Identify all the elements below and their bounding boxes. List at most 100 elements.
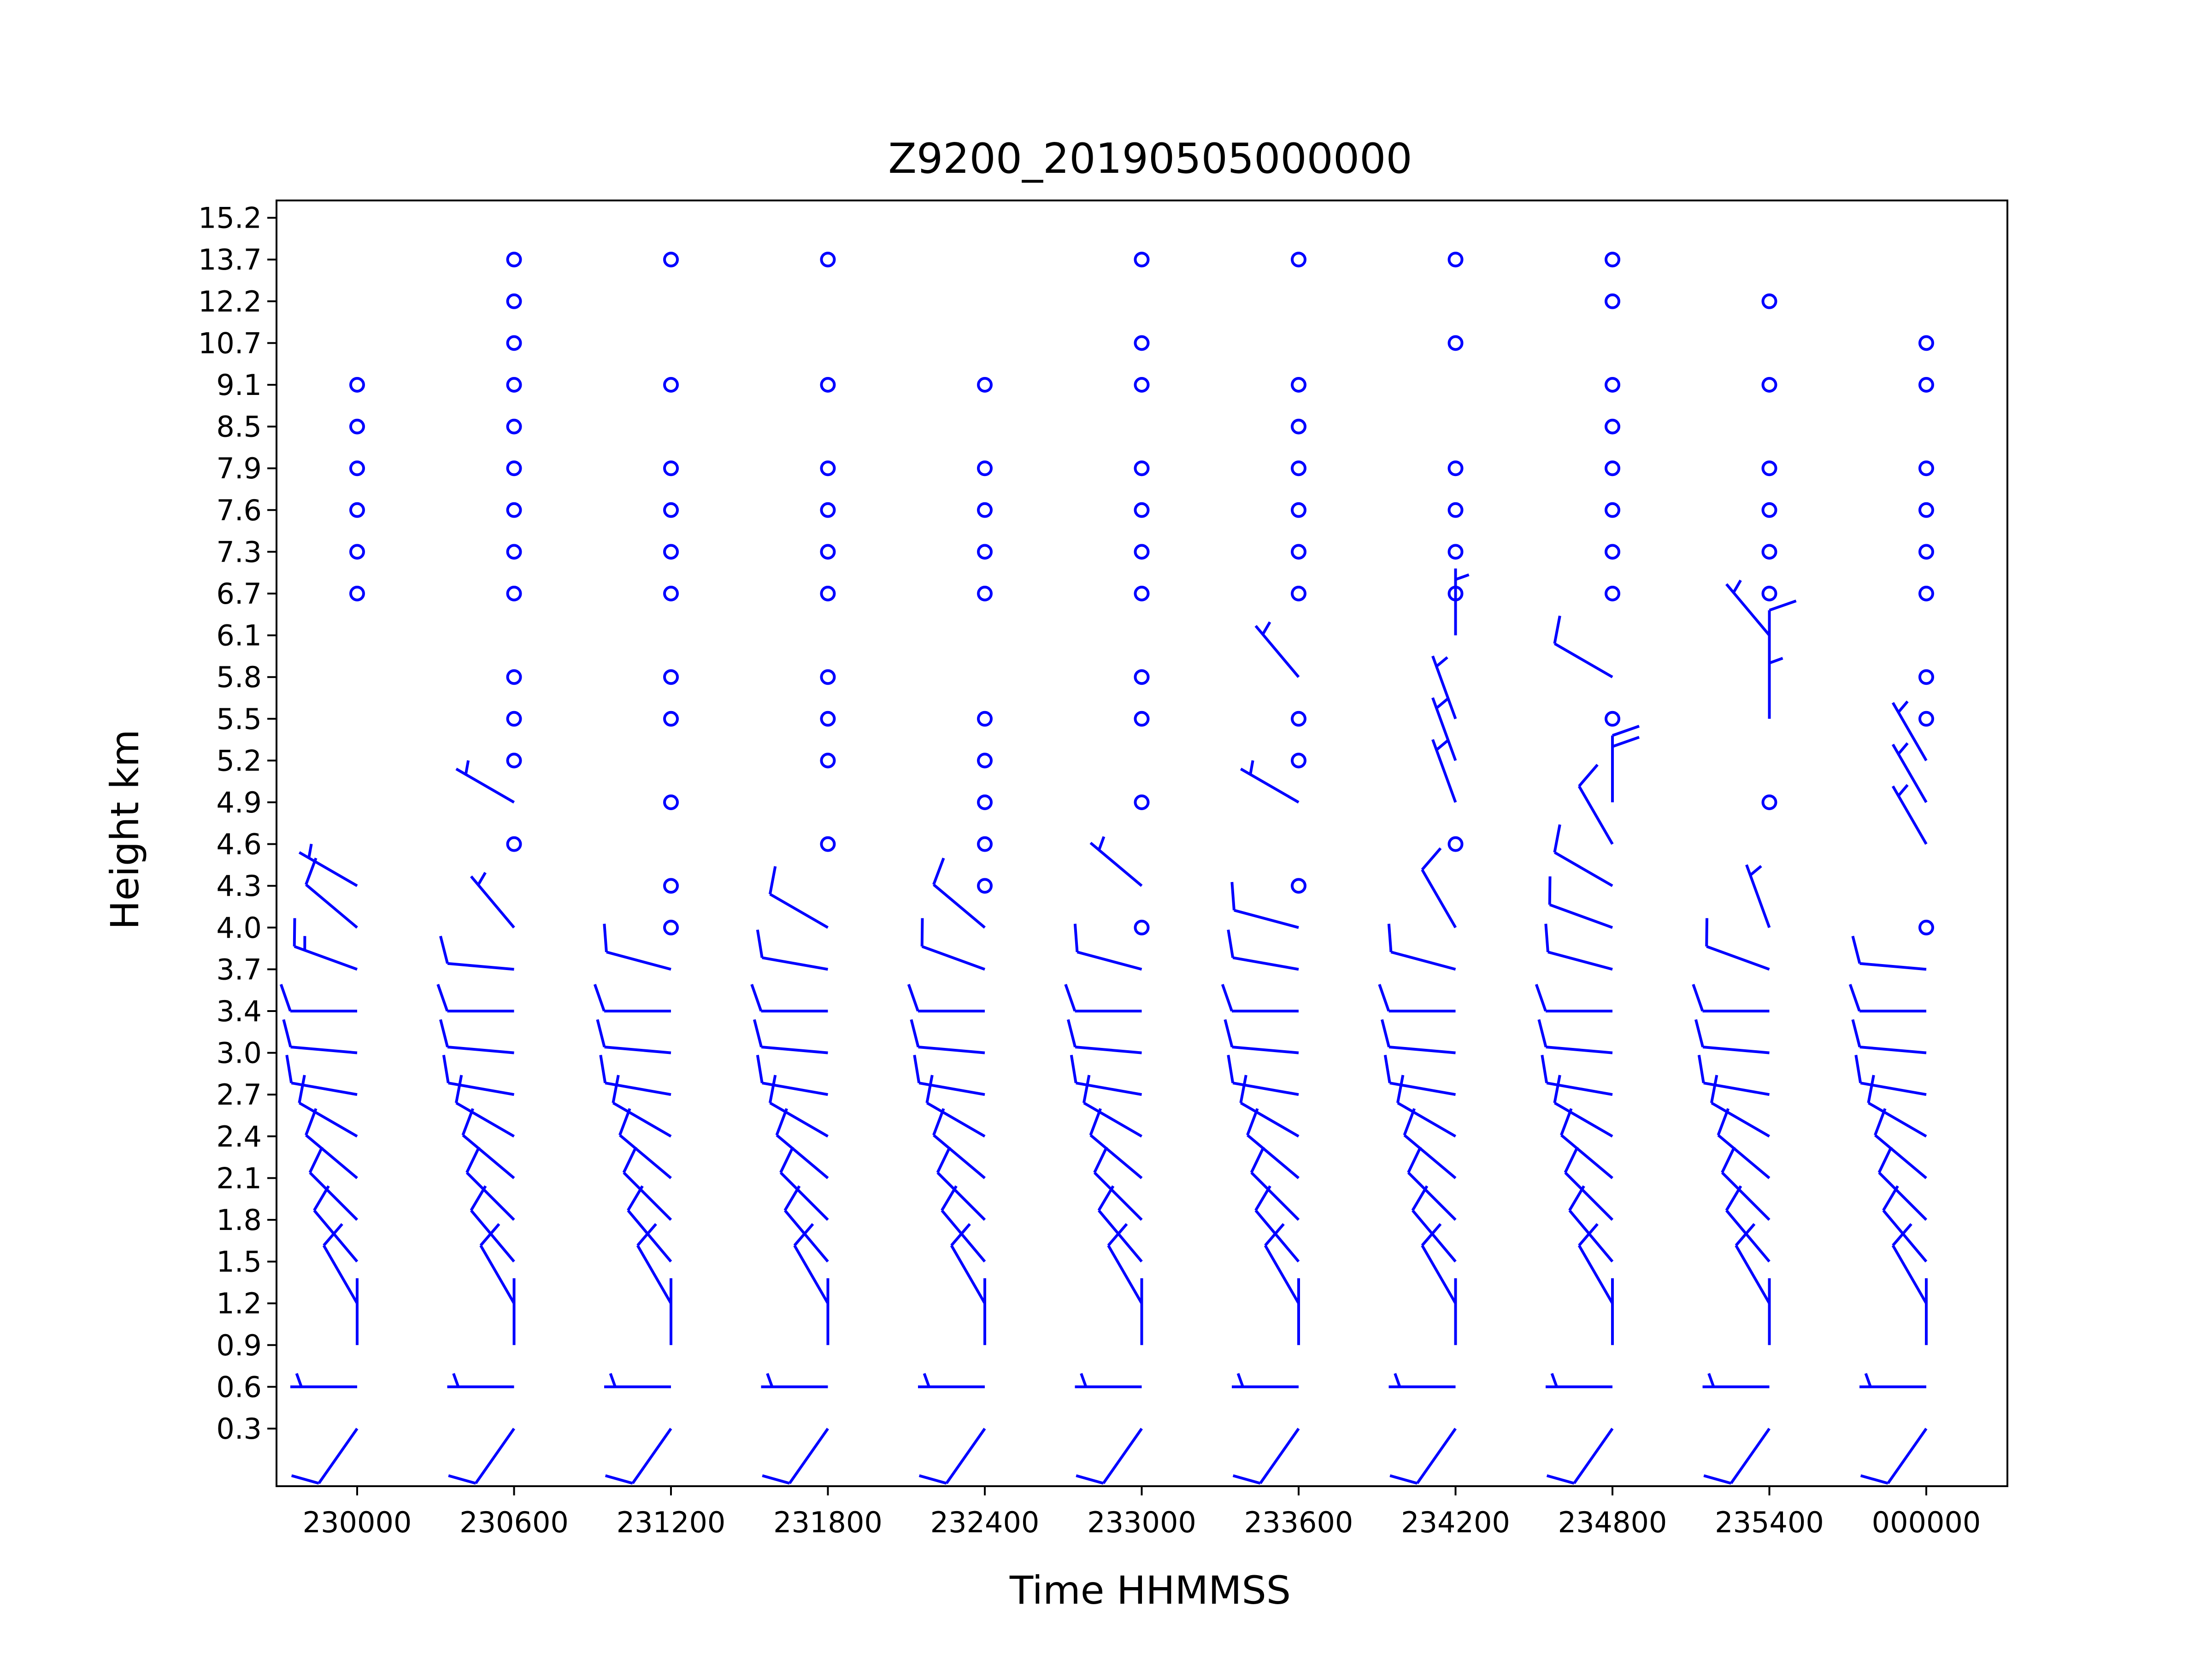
y-tick-label: 4.6 xyxy=(216,828,262,861)
wind-barb xyxy=(950,1223,986,1304)
wind-barb xyxy=(436,984,514,1012)
calm-circle xyxy=(1447,252,1464,268)
calm-circle xyxy=(663,544,679,560)
wind-barb xyxy=(1232,1373,1299,1388)
calm-circle xyxy=(349,586,365,601)
calm-circle xyxy=(506,460,522,477)
calm-circle xyxy=(977,377,993,393)
wind-barb xyxy=(465,1146,515,1221)
wind-barb xyxy=(1537,1019,1613,1054)
calm-circle xyxy=(506,544,522,560)
wind-barb xyxy=(1396,1075,1457,1138)
wind-barb xyxy=(1380,1019,1456,1054)
wind-barb xyxy=(925,1075,986,1138)
wind-barb xyxy=(1431,697,1457,761)
wind-barb xyxy=(603,924,671,971)
wind-barb xyxy=(1230,882,1299,929)
calm-circle xyxy=(1291,377,1306,393)
wind-barb xyxy=(1066,1019,1142,1054)
wind-barb xyxy=(1421,847,1457,929)
wind-barb xyxy=(1093,1146,1143,1221)
wind-barb xyxy=(1553,824,1613,887)
calm-circle xyxy=(1447,502,1464,518)
x-tick-label: 230600 xyxy=(459,1506,569,1539)
wind-barb xyxy=(779,1146,829,1221)
wind-barb xyxy=(920,918,986,971)
calm-circle xyxy=(1291,878,1306,894)
wind-barb xyxy=(910,1019,985,1054)
y-tick-label: 15.2 xyxy=(198,201,262,235)
wind-barb xyxy=(1703,1428,1771,1485)
y-tick-label: 4.0 xyxy=(216,911,262,945)
wind-barb xyxy=(1387,924,1456,971)
wind-barb xyxy=(605,1428,672,1485)
calm-circle xyxy=(1447,335,1464,351)
calm-circle xyxy=(1291,544,1306,560)
wind-barb xyxy=(1564,1146,1614,1221)
wind-barb xyxy=(596,1019,671,1054)
wind-barb xyxy=(1541,1054,1613,1096)
calm-circle xyxy=(1605,460,1620,477)
wind-barb xyxy=(470,871,515,929)
x-axis-title: Time HHMMSS xyxy=(1009,1568,1291,1613)
calm-circle xyxy=(1918,544,1934,560)
calm-circle xyxy=(1447,544,1464,560)
wind-barb xyxy=(1227,1054,1299,1096)
y-tick-label: 2.1 xyxy=(216,1161,262,1195)
wind-barb xyxy=(1721,1146,1771,1221)
y-tick-label: 4.3 xyxy=(216,869,262,903)
wind-barb xyxy=(762,1428,829,1485)
wind-barb xyxy=(455,760,515,804)
calm-circle xyxy=(1134,794,1150,810)
calm-circle xyxy=(820,586,836,601)
calm-circle xyxy=(1447,460,1464,477)
calm-circle xyxy=(506,836,522,852)
calm-circle xyxy=(1605,711,1620,727)
calm-circle xyxy=(1918,586,1934,601)
wind-barb xyxy=(1254,621,1300,678)
y-tick-label: 9.1 xyxy=(216,368,262,402)
wind-barb xyxy=(753,1019,828,1054)
calm-circle xyxy=(1918,460,1934,477)
calm-circle xyxy=(663,919,679,935)
wind-barb xyxy=(1082,1075,1143,1138)
calm-circle xyxy=(1134,460,1150,477)
calm-circle xyxy=(1605,377,1620,393)
calm-circle xyxy=(506,418,522,435)
wind-barb xyxy=(1546,1428,1614,1485)
wind-barb xyxy=(1264,1223,1300,1304)
wind-barb xyxy=(1577,764,1614,845)
calm-circle xyxy=(1605,293,1620,309)
y-tick-label: 6.7 xyxy=(216,577,262,611)
wind-barb xyxy=(1546,1373,1612,1388)
wind-barb xyxy=(1431,739,1457,803)
wind-barb xyxy=(1227,930,1299,971)
calm-circle xyxy=(1761,794,1777,810)
wind-barb xyxy=(448,1428,515,1485)
calm-circle xyxy=(1291,252,1306,268)
calm-circle xyxy=(977,460,993,477)
y-axis: 0.3 0.6 0.9 1.2 1.5 1.8 2.1 2.4 2.7 3.0 3.4 3.7 4.0 4… xyxy=(198,201,276,1446)
wind-barb xyxy=(1867,1075,1927,1138)
calm-circle xyxy=(977,794,993,810)
y-tick-label: 0.3 xyxy=(216,1412,262,1446)
wind-barb xyxy=(285,1054,358,1096)
wind-barb xyxy=(1891,784,1928,845)
y-tick-label: 5.8 xyxy=(216,660,262,694)
calm-circle xyxy=(506,252,522,268)
y-tick-label: 3.7 xyxy=(216,953,262,986)
calm-circle xyxy=(1761,586,1777,601)
calm-circle xyxy=(1605,502,1620,518)
wind-barb xyxy=(279,984,357,1012)
y-axis-title: Height km xyxy=(102,729,147,930)
wind-barb xyxy=(1535,984,1612,1012)
wind-barb xyxy=(750,984,828,1012)
calm-circle xyxy=(977,836,993,852)
wind-barb xyxy=(1250,1146,1300,1221)
wind-barb xyxy=(1877,1146,1928,1221)
calm-circle xyxy=(663,377,679,393)
calm-circle xyxy=(663,878,679,894)
calm-circle xyxy=(1447,836,1464,852)
y-tick-label: 2.4 xyxy=(216,1120,262,1153)
